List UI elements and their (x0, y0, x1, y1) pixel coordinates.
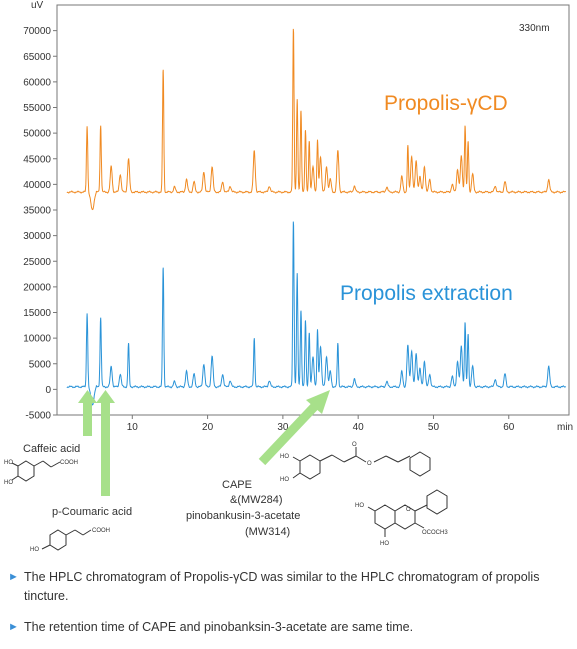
arrow-caffeic-shaft (83, 402, 92, 436)
pinobanksin-ho-1: HO (355, 503, 364, 509)
y-tick-label: 40000 (23, 180, 51, 191)
arrows (78, 390, 330, 496)
x-unit-label: min (557, 422, 573, 433)
cape-mw-label: &(MW284) (230, 494, 283, 506)
cape-ho-2: HO (280, 477, 289, 483)
x-tick-label: 50 (428, 422, 440, 433)
y-tick-label: 5000 (29, 359, 52, 370)
y-tick-label: 15000 (23, 308, 51, 319)
cape-ho-1: HO (280, 454, 289, 460)
y-tick-label: 65000 (23, 52, 51, 63)
caffeic-acid-structure (11, 460, 61, 482)
caffeic-ho-2: HO (4, 480, 13, 486)
series-label-propolis-extraction: Propolis extraction (340, 282, 513, 305)
triangle-bullet-icon: ► (8, 621, 19, 633)
coumaric-acid-structure (41, 529, 92, 551)
arrow-coumaric-shaft (101, 402, 110, 496)
x-tick-label: 20 (202, 422, 214, 433)
wavelength-label: 330nm (519, 23, 550, 34)
caffeic-ho-1: HO (4, 460, 13, 466)
y-tick-label: 0 (45, 385, 51, 396)
pinobanksin-label: pinobankusin-3-acetate (186, 510, 300, 522)
note-item: ► The HPLC chromatogram of Propolis-γCD … (8, 568, 568, 606)
series-line (66, 221, 567, 406)
y-tick-label: 30000 (23, 231, 51, 242)
series-line (66, 28, 567, 211)
pinobanksin-ho-2: HO (380, 541, 389, 547)
arrow-cape-head (306, 390, 330, 414)
pinobanksin-ring-o: O (406, 507, 411, 513)
triangle-bullet-icon: ► (8, 571, 19, 583)
caffeic-acid-label: Caffeic acid (23, 443, 80, 455)
y-tick-label: 45000 (23, 154, 51, 165)
caffeic-cooh: COOH (60, 460, 78, 466)
arrow-coumaric-head (96, 390, 115, 403)
y-tick-label: 35000 (23, 206, 51, 217)
y-tick-label: 20000 (23, 282, 51, 293)
x-tick-label: 30 (277, 422, 289, 433)
cape-ester-o: O (367, 461, 372, 467)
cape-structure (292, 447, 431, 480)
y-tick-label: 55000 (23, 103, 51, 114)
y-tick-label: 70000 (23, 26, 51, 37)
y-axis: -5000 0 5000 10000 15000 20000 25000 30000 35000… (23, 26, 57, 422)
y-tick-label: -5000 (25, 411, 51, 422)
y-tick-label: 50000 (23, 129, 51, 140)
y-tick-label: 60000 (23, 77, 51, 88)
plot-frame (56, 4, 570, 416)
coumaric-cooh: COOH (92, 528, 110, 534)
arrow-cape-shaft (258, 402, 319, 466)
y-tick-label: 25000 (23, 257, 51, 268)
note-text: The retention time of CAPE and pinobanks… (24, 620, 414, 634)
arrow-caffeic-head (78, 390, 97, 403)
note-item: ► The retention time of CAPE and pinoban… (8, 618, 568, 637)
chromatogram-traces (66, 28, 567, 406)
note-text: The HPLC chromatogram of Propolis-γCD wa… (24, 570, 540, 603)
x-tick-label: 10 (127, 422, 139, 433)
x-tick-label: 60 (503, 422, 515, 433)
chromatogram-figure: -5000 0 5000 10000 15000 20000 25000 30000 35000… (4, 0, 573, 553)
y-unit-label: uV (31, 0, 44, 11)
notes-list: ► The HPLC chromatogram of Propolis-γCD … (8, 568, 568, 649)
cape-label: CAPE (222, 479, 252, 491)
pinobanksin-mw-label: (MW314) (245, 526, 290, 538)
y-tick-label: 10000 (23, 334, 51, 345)
pinobanksin-structure (367, 489, 448, 537)
cape-carbonyl-o: O (352, 442, 357, 448)
pinobanksin-ococh3: OCOCH3 (422, 530, 448, 536)
coumaric-ho: HO (30, 547, 39, 553)
x-tick-label: 40 (353, 422, 365, 433)
series-label-propolis-gcd: Propolis-γCD (384, 92, 508, 115)
coumaric-acid-label: p-Coumaric acid (52, 506, 132, 518)
x-axis: 10 20 30 40 50 60 (127, 415, 515, 433)
